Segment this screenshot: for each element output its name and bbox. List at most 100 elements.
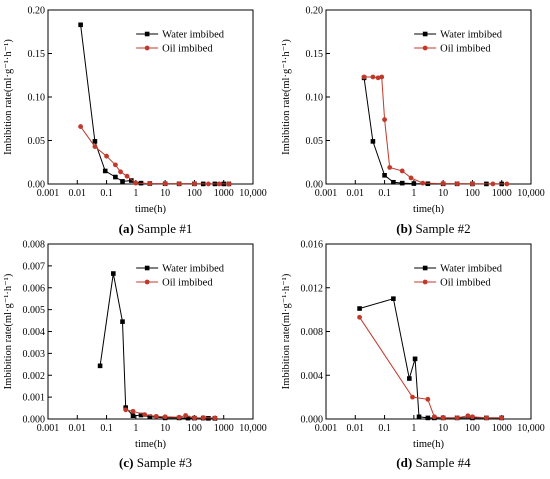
data-point bbox=[176, 414, 182, 420]
x-tick-label: 1000 bbox=[492, 423, 512, 434]
x-tick-label: 10 bbox=[438, 188, 448, 199]
data-point bbox=[440, 181, 446, 186]
x-axis-label: time(h) bbox=[413, 439, 444, 450]
legend-marker bbox=[144, 265, 150, 271]
legend-marker bbox=[422, 45, 428, 51]
data-point bbox=[124, 173, 130, 179]
legend-label: Water imbibed bbox=[162, 30, 225, 41]
series-line-2 bbox=[125, 409, 215, 419]
series-line-2 bbox=[359, 317, 502, 419]
x-tick-label: 1 bbox=[411, 188, 416, 199]
y-tick-label: 0.10 bbox=[306, 93, 324, 104]
data-point bbox=[120, 319, 125, 324]
y-tick-label: 0.15 bbox=[28, 49, 46, 60]
data-point bbox=[499, 415, 505, 421]
x-tick-label: 10 bbox=[438, 423, 448, 434]
x-tick-label: 1000 bbox=[492, 188, 512, 199]
chart-panel-4: 0.001 0.01 0.1 1 10 100 1000 10,000 0.000 0.004 0.… bbox=[281, 240, 545, 471]
y-tick-label: 0.000 bbox=[23, 415, 46, 426]
data-point bbox=[391, 296, 396, 301]
x-axis-label: time(h) bbox=[135, 204, 166, 215]
data-point bbox=[176, 181, 182, 187]
data-point bbox=[470, 414, 475, 420]
x-tick-label: 100 bbox=[465, 188, 480, 199]
data-point bbox=[112, 162, 118, 168]
x-tick-label: 0.1 bbox=[100, 188, 113, 199]
y-tick-label: 0.001 bbox=[23, 393, 46, 404]
data-point bbox=[206, 181, 211, 187]
y-tick-label: 0.05 bbox=[306, 136, 324, 147]
x-tick-label: 10,000 bbox=[239, 188, 267, 199]
y-tick-label: 0.004 bbox=[301, 371, 324, 382]
data-point bbox=[425, 181, 431, 187]
chart-panel-3: 0.001 0.01 0.1 1 10 100 1000 10,0000.0000.0010.… bbox=[3, 240, 267, 471]
x-tick-label: 100 bbox=[187, 188, 202, 199]
data-point bbox=[153, 413, 159, 419]
data-point bbox=[416, 414, 422, 420]
legend-marker bbox=[144, 279, 150, 285]
caption-text: Sample #4 bbox=[412, 455, 471, 470]
data-point bbox=[454, 181, 460, 187]
caption-letter: (a) bbox=[119, 221, 134, 236]
x-tick-label: 0.01 bbox=[347, 423, 365, 434]
panel-caption: (b) Sample #2 bbox=[396, 221, 470, 236]
y-tick-label: 0.05 bbox=[28, 136, 46, 147]
data-point bbox=[420, 180, 426, 186]
x-tick-label: 1000 bbox=[214, 188, 234, 199]
legend-label: Oil imbibed bbox=[162, 44, 213, 55]
y-tick-label: 0.00 bbox=[28, 180, 46, 191]
y-tick-label: 0.004 bbox=[23, 327, 46, 338]
data-point bbox=[185, 415, 191, 421]
data-point bbox=[387, 165, 393, 170]
data-point bbox=[410, 394, 415, 400]
panel-caption: (c) Sample #3 bbox=[119, 455, 192, 470]
y-axis-label: Imbibition rate(ml·g⁻¹·h⁻¹) bbox=[3, 273, 14, 389]
data-point bbox=[212, 415, 218, 421]
data-point bbox=[440, 415, 446, 421]
data-point bbox=[113, 174, 118, 180]
data-point bbox=[162, 414, 168, 420]
x-tick-label: 1 bbox=[133, 188, 138, 199]
data-point bbox=[399, 180, 405, 186]
x-tick-label: 10,000 bbox=[517, 423, 545, 434]
x-tick-label: 0.01 bbox=[347, 188, 365, 199]
data-point bbox=[147, 181, 153, 186]
y-tick-label: 0.15 bbox=[306, 49, 324, 60]
x-tick-label: 10 bbox=[160, 423, 170, 434]
x-axis-label: time(h) bbox=[413, 204, 444, 215]
data-point bbox=[412, 356, 418, 362]
data-point bbox=[370, 139, 376, 144]
data-point bbox=[78, 22, 83, 28]
legend-label: Oil imbibed bbox=[162, 278, 213, 289]
data-point bbox=[490, 181, 496, 187]
data-point bbox=[111, 271, 116, 276]
chart-panel-1: 0.001 0.01 0.1 1 10 100 1000 10,000 0.00 0.05 0.10… bbox=[3, 6, 267, 237]
data-point bbox=[78, 124, 84, 129]
legend-label: Water imbibed bbox=[162, 264, 225, 275]
y-tick-label: 0.006 bbox=[23, 283, 46, 294]
y-tick-label: 0.003 bbox=[23, 349, 46, 360]
data-point bbox=[92, 144, 98, 149]
data-point bbox=[504, 181, 510, 187]
data-point bbox=[192, 415, 197, 421]
data-point bbox=[408, 175, 414, 181]
panel-caption: (a) Sample #1 bbox=[119, 221, 193, 236]
y-tick-label: 0.20 bbox=[306, 6, 324, 17]
data-point bbox=[118, 169, 123, 175]
x-tick-label: 100 bbox=[187, 423, 202, 434]
data-point bbox=[130, 413, 136, 419]
x-tick-label: 0.1 bbox=[378, 188, 391, 199]
x-tick-label: 1 bbox=[411, 423, 416, 434]
data-point bbox=[97, 363, 103, 369]
x-tick-label: 0.001 bbox=[37, 423, 60, 434]
chart-panel-2: 0.001 0.01 0.1 1 10 100 1000 10,000 0.00 0.05 0.10… bbox=[281, 6, 545, 237]
data-point bbox=[361, 74, 367, 80]
x-tick-label: 0.001 bbox=[315, 423, 338, 434]
x-tick-label: 0.001 bbox=[37, 188, 60, 199]
x-tick-label: 1000 bbox=[214, 423, 234, 434]
caption-letter: (c) bbox=[119, 455, 133, 470]
x-tick-label: 10 bbox=[160, 188, 170, 199]
series-line-2 bbox=[80, 126, 229, 185]
data-point bbox=[200, 415, 206, 421]
